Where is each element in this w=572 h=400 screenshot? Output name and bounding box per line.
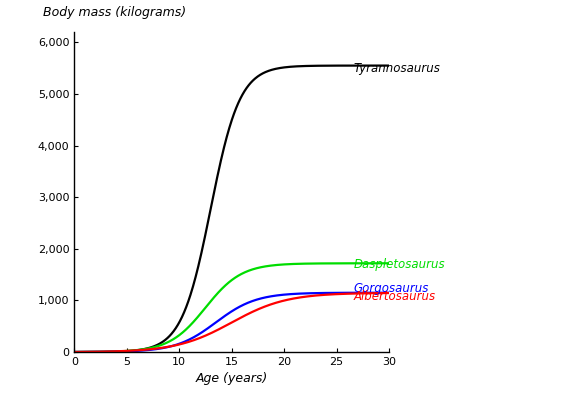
Text: Daspletosaurus: Daspletosaurus: [353, 258, 445, 271]
Text: Gorgosaurus: Gorgosaurus: [353, 282, 428, 295]
Text: Tyrannosaurus: Tyrannosaurus: [353, 62, 440, 75]
X-axis label: Age (years): Age (years): [196, 372, 268, 386]
Text: Albertosaurus: Albertosaurus: [353, 290, 435, 303]
Text: Body mass (kilograms): Body mass (kilograms): [43, 6, 186, 19]
